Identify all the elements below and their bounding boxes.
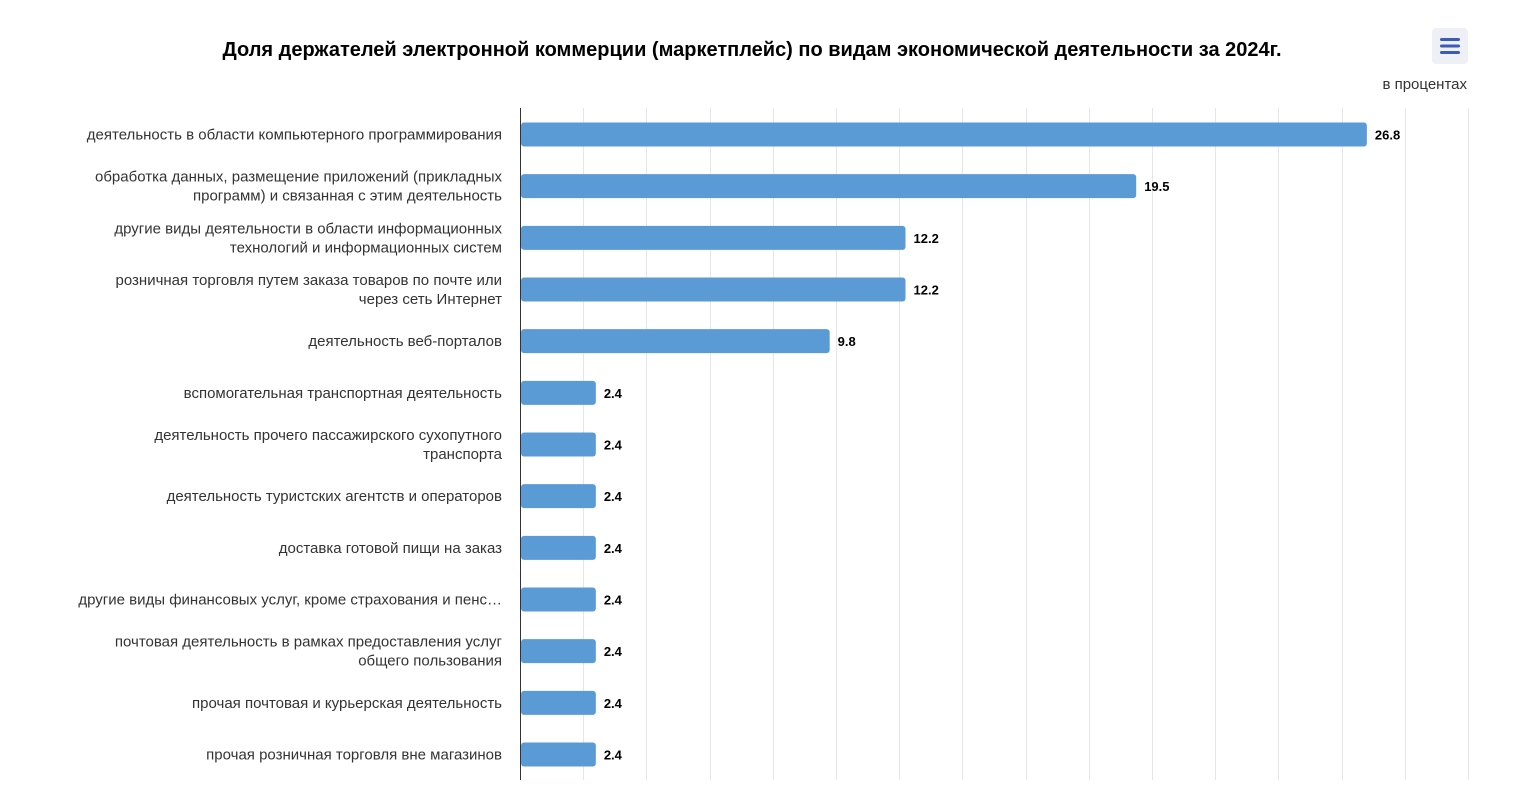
bar-value-label: 19.5 — [1144, 179, 1169, 194]
bar[interactable] — [521, 174, 1137, 199]
chart-menu-button[interactable] — [1432, 28, 1468, 64]
category-label: другие виды финансовых услуг, кроме стра… — [78, 592, 502, 609]
category-label-line: прочая почтовая и курьерская деятельност… — [192, 695, 502, 712]
bar[interactable] — [521, 484, 596, 509]
category-label-line: транспорта — [423, 446, 503, 463]
category-label-line: прочая розничная торговля вне магазинов — [206, 747, 502, 764]
bar[interactable] — [521, 225, 906, 250]
bar[interactable] — [521, 690, 596, 715]
category-label-line: почтовая деятельность в рамках предостав… — [115, 634, 503, 651]
category-label-line: деятельность прочего пассажирского сухоп… — [154, 427, 502, 444]
bar-value-label: 2.4 — [604, 438, 623, 453]
category-label-line: вспомогательная транспортная деятельност… — [184, 385, 503, 402]
bar-value-label: 2.4 — [604, 748, 623, 763]
category-label: другие виды деятельности в области инфор… — [114, 220, 502, 256]
category-label-line: другие виды деятельности в области инфор… — [114, 220, 502, 237]
category-label: деятельность туристских агентств и опера… — [167, 488, 502, 505]
category-label-line: программ) и связанная с этим деятельност… — [193, 188, 502, 205]
category-label-line: обработка данных, размещение приложений … — [95, 169, 503, 186]
category-label: доставка готовой пищи на заказ — [279, 540, 502, 557]
bar-value-label: 2.4 — [604, 386, 623, 401]
category-label-line: деятельность туристских агентств и опера… — [167, 488, 502, 505]
bar-value-label: 12.2 — [914, 283, 939, 298]
category-label: деятельность в области компьютерного про… — [87, 127, 502, 144]
bar[interactable] — [521, 535, 596, 560]
category-labels: деятельность в области компьютерного про… — [78, 127, 502, 764]
category-label-line: общего пользования — [358, 653, 502, 670]
bar[interactable] — [521, 122, 1367, 147]
bar-value-label: 9.8 — [838, 334, 856, 349]
category-label: почтовая деятельность в рамках предостав… — [115, 634, 503, 670]
category-label-line: розничная торговля путем заказа товаров … — [116, 272, 502, 289]
bar[interactable] — [521, 742, 596, 767]
bar[interactable] — [521, 587, 596, 612]
category-label-line: деятельность в области компьютерного про… — [87, 127, 502, 144]
category-label: розничная торговля путем заказа товаров … — [116, 272, 503, 308]
category-label-line: технологий и информационных систем — [230, 239, 502, 256]
bar-value-label: 2.4 — [604, 593, 623, 608]
grid-lines — [583, 108, 1469, 780]
category-label: прочая почтовая и курьерская деятельност… — [192, 695, 502, 712]
bar-value-label: 26.8 — [1375, 128, 1400, 143]
bar-value-label: 12.2 — [914, 231, 939, 246]
bar[interactable] — [521, 432, 596, 457]
bar-value-label: 2.4 — [604, 644, 623, 659]
category-label: деятельность веб-порталов — [308, 333, 502, 350]
bar[interactable] — [521, 380, 596, 405]
hamburger-menu-icon — [1440, 38, 1460, 54]
chart-subtitle: в процентах — [1382, 76, 1467, 93]
category-label-line: доставка готовой пищи на заказ — [279, 540, 502, 557]
chart-title: Доля держателей электронной коммерции (м… — [222, 39, 1281, 61]
category-label-line: деятельность веб-порталов — [308, 333, 502, 350]
bar-value-label: 2.4 — [604, 696, 623, 711]
data-labels: 26.8 19.5 12.2 12.2 9.8 2.4 2.4 2.4 2.4 2.4 2.4 2.4… — [604, 128, 1400, 763]
category-label: обработка данных, размещение приложений … — [95, 169, 503, 205]
category-label: вспомогательная транспортная деятельност… — [184, 385, 503, 402]
category-label: прочая розничная торговля вне магазинов — [206, 747, 502, 764]
bar[interactable] — [521, 639, 596, 664]
bar[interactable] — [521, 277, 906, 302]
category-label-line: через сеть Интернет — [359, 291, 502, 308]
category-label-line: другие виды финансовых услуг, кроме стра… — [78, 592, 502, 609]
bar-value-label: 2.4 — [604, 489, 623, 504]
bar-value-label: 2.4 — [604, 541, 623, 556]
bars — [521, 122, 1367, 767]
bar[interactable] — [521, 329, 830, 354]
category-label: деятельность прочего пассажирского сухоп… — [154, 427, 502, 463]
